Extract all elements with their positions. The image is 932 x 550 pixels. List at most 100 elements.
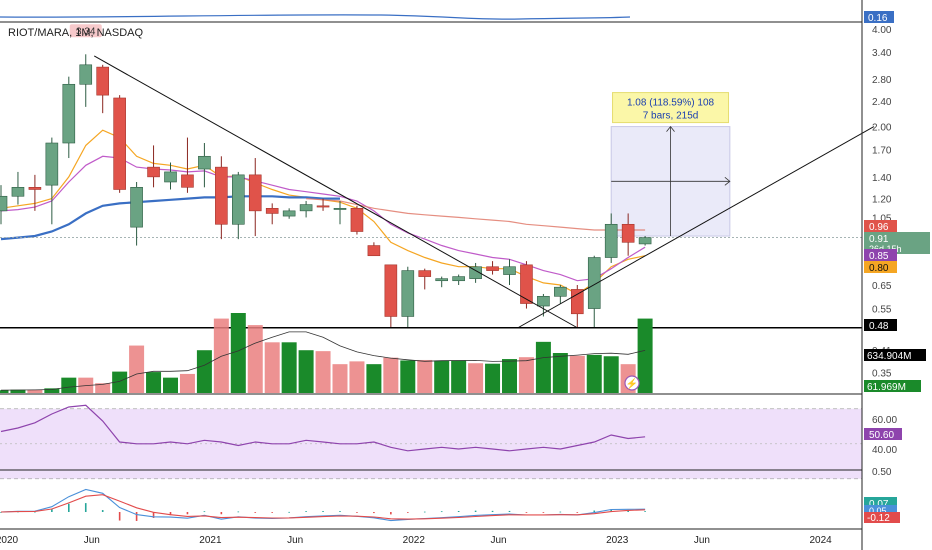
volume-bar [230,313,246,393]
measure-label-line2: 7 bars, 215d [643,111,699,122]
candle-body [265,208,279,214]
price-axis-label: 2.00 [872,123,892,134]
candle [11,171,25,205]
price-pane[interactable]: 1.08 (118.59%) 108 7 bars, 215d 3.34 ⚡ R… [0,24,875,393]
candle [418,268,432,290]
arrow-up-icon [666,125,675,132]
arrow-right-icon [724,177,731,186]
candle-body [181,174,194,188]
volume-bar [603,356,619,393]
candle-body [537,295,550,307]
price-axis-label: 3.40 [872,48,892,59]
candle-body [418,270,432,277]
price-axis-label: 0.35 [872,368,892,379]
candle [316,198,330,211]
candle [282,208,296,219]
volume-bar [485,363,501,393]
candles [0,54,652,328]
candle [604,213,618,263]
volume-bar [0,390,9,393]
time-axis[interactable]: 2020 Jun 2021 Jun 2022 Jun 2023 Jun 2024 [0,535,832,546]
flash-icon-badge[interactable]: ⚡ [624,375,640,391]
candle [537,293,550,317]
price-axis-label: 4.00 [872,25,892,36]
candle [486,261,499,275]
macd-hist-bar [542,512,545,513]
candle-body [435,278,449,282]
volume-bar [10,389,26,393]
macd-hist-bar [237,511,240,513]
time-axis-label: Jun [694,535,710,546]
macd-hist-bar [593,510,596,512]
candle-body [621,223,635,243]
volume-bar [383,357,399,393]
support-badge [864,319,897,331]
candle [554,285,567,304]
macd-hist-bar [169,512,172,516]
signal-value: 0.05 [869,506,887,516]
macd-hist-bar [84,503,87,512]
macd-hist-bar [0,512,2,513]
candle [96,64,109,114]
volume-bar [112,371,128,393]
volume-ma-value: 634.904M [867,351,911,362]
volume-last-badge [864,380,921,392]
signal-line [0,494,646,520]
trendline [93,55,578,329]
candle-body [401,270,415,317]
macd-hist-bar [254,512,257,513]
volume-bar [27,389,43,393]
macd-hist-bar [491,510,494,512]
macd-hist-bar [186,512,189,515]
candle-body [62,83,76,144]
price-axis-label: 1.05 [872,213,892,224]
candle-body [96,66,109,96]
time-axis-label: Jun [287,535,303,546]
lightning-glyph: ⚡ [626,377,638,390]
volume-bar [349,361,365,393]
macd-hist-bar [68,503,70,512]
candle-body [0,195,8,212]
top-indicator-pane [0,14,862,23]
time-axis-label: 2023 [606,535,629,546]
candle [587,255,601,328]
volume-bar [264,342,280,393]
price-axis-label: 1.20 [872,195,892,206]
volume-bar [569,355,585,393]
candle [198,143,211,188]
candle-body [232,174,245,225]
lightning-icon[interactable] [624,375,640,391]
rsi-pane[interactable] [0,404,862,480]
candle-body [147,166,160,178]
candle-body [79,64,93,85]
macd-tick: 0.50 [872,467,892,478]
macd-hist-bar [118,512,121,521]
candle [130,181,143,246]
rsi-line [0,404,646,452]
measure-tool[interactable]: 1.08 (118.59%) 108 7 bars, 215d [610,92,731,237]
volume-bar [434,360,450,393]
volume-bar [468,363,484,393]
time-axis-label: 2020 [0,535,19,546]
candle [181,137,194,193]
macd-hist-bar [322,511,324,512]
volume-bar [44,388,60,393]
volume-bar [552,353,568,393]
candle [299,200,313,218]
candle-body [604,223,618,258]
volume-bar [247,325,263,393]
volume-bar [281,342,297,393]
macd-hist-bar [610,509,612,512]
macd-hist-bar [644,511,646,512]
candle-body [113,97,126,190]
macd-hist-bar [203,511,206,513]
candle [248,158,262,237]
macd-hist-bar [390,512,392,515]
ema-fast-value: 0.80 [869,263,889,274]
candle [0,185,8,225]
volume-bar [129,345,145,393]
candle [435,276,449,288]
macd-pane[interactable] [0,488,646,522]
trendlines[interactable] [93,55,875,329]
